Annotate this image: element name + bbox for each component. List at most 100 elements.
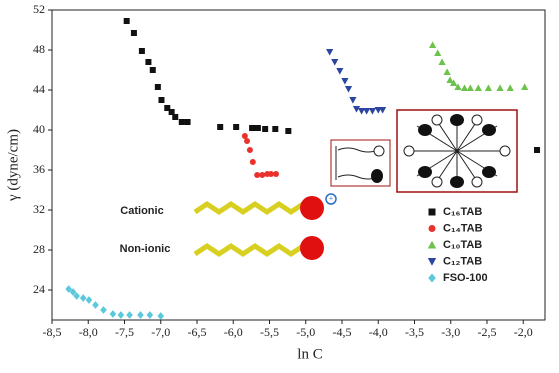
y-axis-label: γ (dyne/cm) — [5, 129, 21, 202]
marker — [446, 76, 454, 83]
marker — [450, 79, 458, 86]
legend-marker — [428, 273, 436, 283]
y-tick-label: 36 — [33, 162, 45, 176]
marker — [521, 83, 529, 90]
plot-frame — [51, 9, 546, 321]
marker — [429, 41, 437, 48]
marker — [241, 133, 248, 139]
marker — [368, 108, 377, 115]
legend-label: C₁₄TAB — [443, 222, 483, 234]
x-tick-label: -6,0 — [224, 325, 243, 339]
marker — [172, 114, 179, 120]
marker — [363, 108, 371, 115]
marker — [344, 86, 353, 93]
marker — [137, 311, 144, 319]
marker — [73, 292, 80, 300]
legend-label: C₁₀TAB — [443, 239, 482, 251]
x-tick-label: -7,0 — [151, 325, 170, 339]
x-tick-label: -2,0 — [514, 325, 533, 339]
marker — [273, 171, 280, 177]
surfactant-illustration: + — [193, 109, 518, 260]
legend-label: FSO-100 — [443, 272, 488, 284]
x-tick-label: -5,5 — [260, 325, 279, 339]
x-tick-label: -3,0 — [441, 325, 460, 339]
x-tick-label: -4,5 — [333, 325, 352, 339]
legend-label: C₁₆TAB — [443, 206, 482, 218]
marker — [65, 285, 72, 293]
x-tick-label: -3,5 — [405, 325, 424, 339]
x-axis-label: ln C — [297, 346, 322, 362]
marker — [285, 128, 292, 134]
y-tick-label: 52 — [33, 2, 45, 16]
y-tick-label: 24 — [33, 282, 45, 296]
legend-label: C₁₂TAB — [443, 255, 482, 267]
marker — [267, 171, 274, 177]
marker — [434, 49, 442, 56]
marker — [154, 84, 161, 90]
marker — [168, 109, 175, 115]
marker — [254, 172, 261, 178]
marker — [460, 84, 469, 91]
y-tick-label: 44 — [33, 82, 45, 96]
annotation: Non-ionic — [120, 243, 171, 255]
marker — [178, 119, 185, 125]
marker — [164, 105, 171, 111]
marker — [443, 68, 451, 75]
marker — [349, 97, 357, 104]
marker — [69, 288, 77, 296]
marker — [145, 59, 152, 65]
marker — [259, 172, 266, 178]
x-tick-label: -2,5 — [478, 325, 497, 339]
marker — [534, 147, 541, 153]
marker — [233, 124, 240, 130]
marker — [130, 30, 137, 36]
legend-marker — [428, 225, 436, 232]
marker — [126, 311, 133, 319]
marker — [184, 119, 191, 125]
marker — [326, 49, 334, 56]
marker — [117, 311, 125, 319]
legend-marker — [427, 258, 437, 266]
marker — [262, 126, 269, 132]
marker — [454, 83, 462, 90]
marker — [123, 18, 130, 24]
marker — [336, 68, 344, 75]
x-tick-label: -8,5 — [43, 325, 62, 339]
marker — [246, 147, 253, 153]
marker — [341, 78, 349, 85]
y-tick-label: 28 — [33, 242, 45, 256]
marker — [379, 107, 387, 114]
marker — [438, 58, 446, 65]
annotation: Cationic — [120, 205, 163, 217]
marker — [484, 84, 493, 91]
marker — [100, 306, 107, 314]
x-tick-label: -5,0 — [296, 325, 315, 339]
x-tick-label: -8,0 — [79, 325, 98, 339]
marker — [158, 97, 165, 103]
marker — [79, 294, 87, 302]
marker — [249, 159, 256, 165]
legend-marker — [427, 240, 437, 249]
marker — [85, 296, 93, 304]
marker — [92, 301, 99, 309]
legend-marker — [428, 208, 436, 216]
marker — [496, 84, 504, 91]
y-tick-label: 32 — [33, 202, 45, 216]
marker — [506, 84, 514, 91]
marker — [249, 125, 256, 131]
marker — [357, 108, 366, 115]
marker — [331, 59, 339, 66]
marker — [272, 126, 279, 132]
x-tick-label: -6,5 — [188, 325, 207, 339]
x-tick-label: -4,0 — [369, 325, 388, 339]
marker — [352, 106, 361, 113]
marker — [157, 312, 165, 320]
marker — [466, 84, 474, 91]
x-tick-label: -7,5 — [115, 325, 134, 339]
marker — [149, 67, 156, 73]
marker — [217, 124, 224, 130]
marker — [244, 138, 251, 144]
marker — [138, 48, 145, 54]
marker — [146, 311, 154, 319]
